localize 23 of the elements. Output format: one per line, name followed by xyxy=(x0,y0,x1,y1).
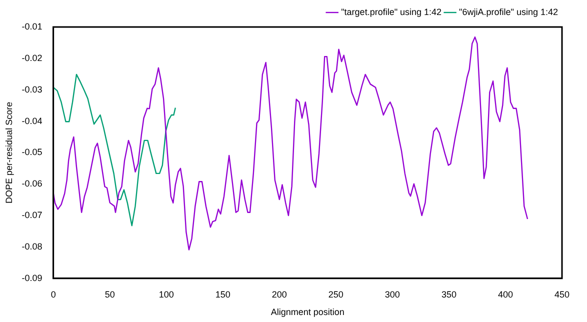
x-axis-title: Alignment position xyxy=(270,307,344,318)
x-tick-label: 450 xyxy=(554,289,570,300)
x-tick-label: 300 xyxy=(384,289,400,300)
y-tick-label: -0.07 xyxy=(22,210,42,220)
y-tick-label: -0.09 xyxy=(22,272,42,283)
x-tick-label: 150 xyxy=(215,289,230,300)
legend-label: "6wjiA.profile" using 1:42 xyxy=(459,6,558,17)
y-tick-label: -0.04 xyxy=(22,116,42,126)
legend-label: "target.profile" using 1:42 xyxy=(341,6,442,17)
y-tick-label: -0.05 xyxy=(22,147,42,158)
y-tick-label: -0.01 xyxy=(22,21,42,32)
x-tick-label: 50 xyxy=(104,289,115,300)
x-tick-label: 100 xyxy=(158,289,174,300)
x-tick-label: 200 xyxy=(272,289,287,300)
y-tick-label: -0.03 xyxy=(22,84,42,94)
x-tick-label: 350 xyxy=(441,289,456,300)
x-tick-label: 400 xyxy=(498,289,513,300)
y-tick-label: -0.08 xyxy=(22,241,42,252)
y-axis-title: DOPE per-residual Score xyxy=(4,102,14,204)
x-tick-label: 250 xyxy=(328,289,344,300)
y-tick-label: -0.02 xyxy=(22,52,42,63)
y-tick-label: -0.06 xyxy=(22,178,42,189)
x-tick-label: 0 xyxy=(50,289,56,300)
